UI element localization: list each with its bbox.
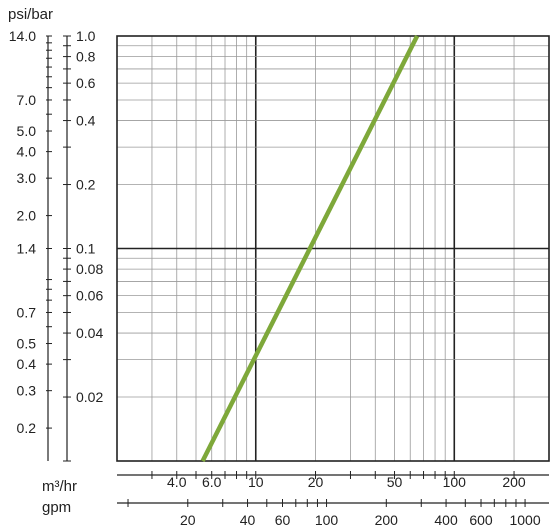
flow-tick-label: 100 [443, 474, 467, 490]
psi-tick-label: 2.0 [17, 208, 37, 224]
y-axis-label: psi/bar [8, 6, 53, 23]
x-axis-label-gpm: gpm [42, 499, 71, 516]
psi-tick-label: 0.2 [17, 420, 37, 436]
flow-tick-label: 4.0 [167, 474, 187, 490]
psi-tick-label: 0.7 [17, 304, 37, 320]
bar-tick-label: 0.6 [76, 75, 96, 91]
bar-tick-label: 1.0 [76, 28, 96, 44]
bar-tick-label: 0.2 [76, 177, 96, 193]
flow-tick-label: 200 [502, 474, 526, 490]
psi-tick-label: 7.0 [17, 92, 37, 108]
psi-tick-label: 1.4 [17, 241, 37, 257]
psi-tick-label: 5.0 [17, 123, 37, 139]
plot-frame [116, 35, 550, 462]
x-axis-label-flow: m³/hr [42, 478, 77, 495]
gpm-tick-label: 60 [275, 512, 291, 528]
gpm-tick-label: 40 [240, 512, 256, 528]
x-axis-label-flow-text: m³/hr [42, 478, 77, 495]
bar-tick-label: 0.1 [76, 241, 96, 257]
flow-tick-label: 6.0 [202, 474, 222, 490]
bar-tick-label: 0.08 [76, 261, 103, 277]
gpm-tick-label: 100 [315, 512, 339, 528]
flow-tick-label: 50 [387, 474, 403, 490]
flow-tick-label: 10 [248, 474, 264, 490]
series [200, 34, 420, 463]
bar-tick-label: 0.04 [76, 325, 103, 341]
psi-tick-label: 3.0 [17, 170, 37, 186]
psi-tick-label: 0.3 [17, 383, 37, 399]
gpm-tick-label: 600 [469, 512, 493, 528]
axes: 1.0 0.8 0.6 0.4 0.2 0.1 0.08 0.06 0.04 0.02 14.0 7.… [9, 28, 549, 528]
bar-tick-label: 0.06 [76, 288, 103, 304]
psi-tick-label: 4.0 [17, 144, 37, 160]
gpm-tick-label: 400 [434, 512, 458, 528]
psi-tick-label: 0.4 [17, 356, 37, 372]
flow-tick-label: 20 [308, 474, 324, 490]
gpm-tick-label: 1000 [509, 512, 540, 528]
bar-tick-label: 0.4 [76, 113, 96, 129]
psi-tick-label: 14.0 [9, 28, 36, 44]
bar-tick-label: 0.8 [76, 49, 96, 65]
psi-tick-label: 0.5 [17, 336, 37, 352]
series-line [200, 34, 420, 463]
gpm-tick-label: 20 [180, 512, 196, 528]
gpm-tick-label: 200 [375, 512, 399, 528]
grid [116, 35, 550, 462]
bar-tick-label: 0.02 [76, 389, 103, 405]
